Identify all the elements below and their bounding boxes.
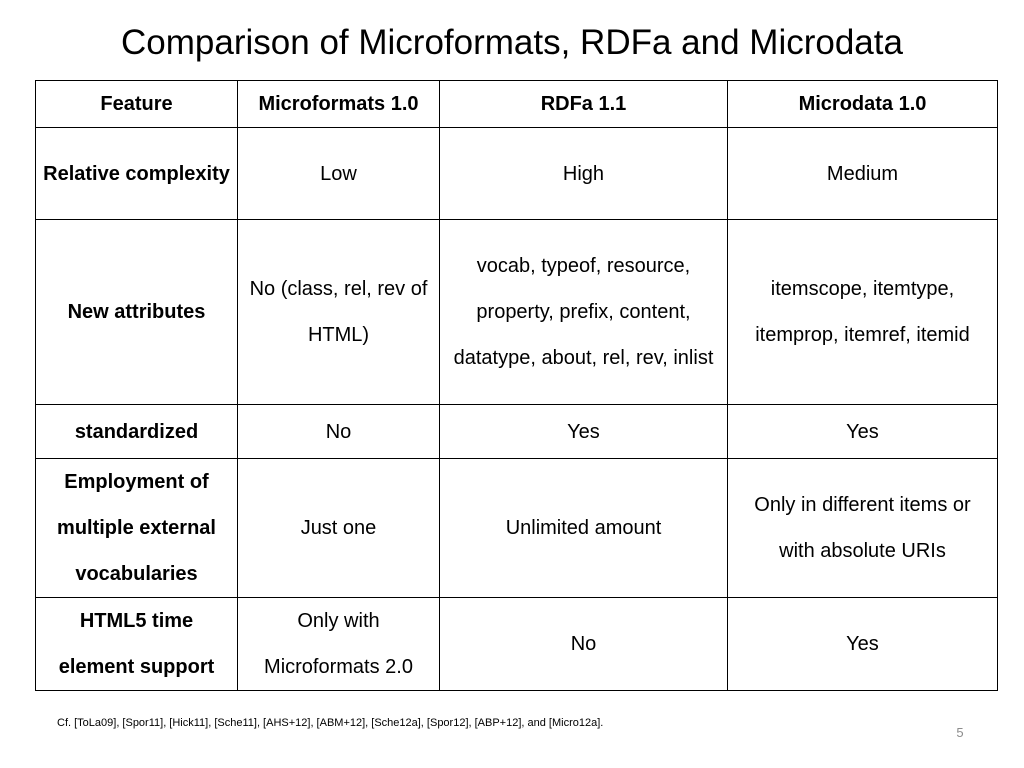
rdfa-cell: Unlimited amount xyxy=(439,458,728,598)
microdata-cell: Medium xyxy=(727,127,998,220)
page-number: 5 xyxy=(956,725,964,740)
feature-cell: Employment of multiple external vocabula… xyxy=(35,458,238,598)
header-microformats: Microformats 1.0 xyxy=(237,80,440,128)
microformats-cell: No xyxy=(237,404,440,459)
table-row: Employment of multiple external vocabula… xyxy=(35,458,998,598)
slide-title: Comparison of Microformats, RDFa and Mic… xyxy=(121,23,903,62)
feature-cell: standardized xyxy=(35,404,238,459)
header-feature: Feature xyxy=(35,80,238,128)
feature-cell: New attributes xyxy=(35,219,238,405)
rdfa-cell: Yes xyxy=(439,404,728,459)
microdata-cell: itemscope, itemtype, itemprop, itemref, … xyxy=(727,219,998,405)
feature-cell: HTML5 time element support xyxy=(35,597,238,691)
microdata-cell: Yes xyxy=(727,597,998,691)
microdata-cell: Yes xyxy=(727,404,998,459)
rdfa-cell: High xyxy=(439,127,728,220)
table-header-row: Feature Microformats 1.0 RDFa 1.1 Microd… xyxy=(35,80,998,128)
header-microdata: Microdata 1.0 xyxy=(727,80,998,128)
header-rdfa: RDFa 1.1 xyxy=(439,80,728,128)
rdfa-cell: No xyxy=(439,597,728,691)
microformats-cell: Only with Microformats 2.0 xyxy=(237,597,440,691)
microformats-cell: Low xyxy=(237,127,440,220)
microformats-cell: Just one xyxy=(237,458,440,598)
feature-cell: Relative complexity xyxy=(35,127,238,220)
microformats-cell: No (class, rel, rev of HTML) xyxy=(237,219,440,405)
footnote-citations: Cf. [ToLa09], [Spor11], [Hick11], [Sche1… xyxy=(57,717,604,729)
rdfa-cell: vocab, typeof, resource, property, prefi… xyxy=(439,219,728,405)
table-row: HTML5 time element support Only with Mic… xyxy=(35,597,998,691)
table-row: New attributes No (class, rel, rev of HT… xyxy=(35,219,998,405)
table-row: standardized No Yes Yes xyxy=(35,404,998,459)
microdata-cell: Only in different items or with absolute… xyxy=(727,458,998,598)
comparison-table: Feature Microformats 1.0 RDFa 1.1 Microd… xyxy=(35,80,998,691)
table-row: Relative complexity Low High Medium xyxy=(35,127,998,220)
